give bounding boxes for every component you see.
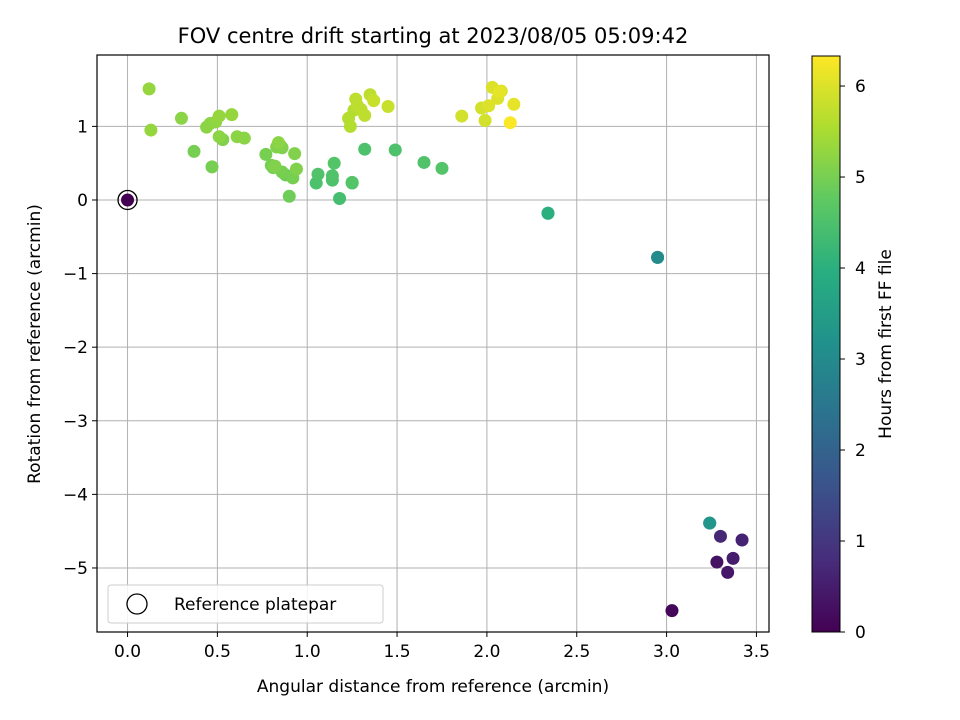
scatter-point bbox=[282, 189, 296, 203]
scatter-point bbox=[721, 565, 735, 579]
plot-frame bbox=[96, 54, 770, 633]
scatter-point bbox=[349, 92, 363, 106]
scatter-point bbox=[212, 109, 226, 123]
scatter-point bbox=[541, 206, 555, 220]
colorbar-label: Hours from first FF file bbox=[876, 249, 896, 439]
y-tick-label: 0 bbox=[77, 191, 88, 211]
scatter-point bbox=[713, 529, 727, 543]
scatter-point bbox=[478, 114, 492, 128]
scatter-point bbox=[417, 155, 431, 169]
x-tick-label: 2.0 bbox=[473, 642, 500, 662]
scatter-point bbox=[367, 94, 381, 108]
scatter-point bbox=[333, 192, 347, 206]
colorbar-tick-label: 4 bbox=[855, 259, 866, 279]
scatter-point bbox=[142, 82, 156, 96]
scatter-point bbox=[225, 108, 239, 122]
scatter-point bbox=[503, 116, 517, 130]
x-tick-label: 2.5 bbox=[563, 642, 590, 662]
y-axis-label: Rotation from reference (arcmin) bbox=[25, 204, 45, 484]
scatter-point bbox=[381, 100, 395, 114]
colorbar-tick-label: 1 bbox=[855, 532, 866, 552]
x-tick-label: 3.5 bbox=[743, 642, 770, 662]
y-tick-label: −4 bbox=[63, 485, 88, 505]
y-tick-label: −1 bbox=[63, 265, 88, 285]
scatter-point bbox=[325, 169, 339, 183]
y-tick-label: −2 bbox=[63, 338, 88, 358]
scatter-point bbox=[482, 99, 496, 113]
colorbar-ticks: 0 1 2 3 4 5 6 bbox=[840, 77, 866, 643]
x-tick-label: 1.0 bbox=[294, 642, 321, 662]
scatter-point bbox=[388, 143, 402, 157]
scatter-point bbox=[288, 147, 302, 161]
x-tick-label: 1.5 bbox=[384, 642, 411, 662]
scatter-point bbox=[507, 97, 521, 111]
scatter-point bbox=[268, 159, 282, 173]
data-points bbox=[121, 80, 749, 618]
scatter-point bbox=[358, 108, 372, 122]
legend: Reference platepar bbox=[107, 584, 384, 624]
grid-lines bbox=[97, 55, 769, 632]
legend-label: Reference platepar bbox=[174, 595, 336, 615]
legend-box bbox=[107, 584, 384, 624]
x-axis-label: Angular distance from reference (arcmin) bbox=[257, 677, 609, 697]
x-tick-label: 0.0 bbox=[114, 642, 141, 662]
scatter-point bbox=[311, 167, 325, 181]
scatter-point bbox=[710, 555, 724, 569]
scatter-point bbox=[144, 123, 158, 137]
scatter-point bbox=[665, 604, 679, 618]
y-tick-label: −3 bbox=[63, 412, 88, 432]
scatter-point bbox=[237, 131, 251, 145]
x-tick-label: 0.5 bbox=[204, 642, 231, 662]
scatter-point bbox=[735, 533, 749, 547]
y-tick-label: 1 bbox=[77, 117, 88, 137]
scatter-point bbox=[205, 160, 219, 174]
chart-title: FOV centre drift starting at 2023/08/05 … bbox=[178, 24, 689, 48]
scatter-point bbox=[271, 136, 285, 150]
scatter-point bbox=[703, 516, 717, 530]
colorbar-tick-label: 5 bbox=[855, 168, 866, 188]
scatter-point bbox=[435, 161, 449, 175]
colorbar-tick-label: 6 bbox=[855, 77, 866, 97]
scatter-point bbox=[358, 142, 372, 156]
scatter-point bbox=[345, 175, 359, 189]
scatter-point bbox=[174, 111, 188, 125]
reference-platepar-marker bbox=[117, 189, 138, 211]
x-axis-ticks: 0.0 0.5 1.0 1.5 2.0 2.5 3.0 3.5 bbox=[114, 632, 770, 662]
reference-marker bbox=[117, 189, 138, 211]
y-tick-label: −5 bbox=[63, 559, 88, 579]
legend-marker bbox=[126, 593, 148, 615]
scatter-point bbox=[651, 250, 665, 264]
scatter-point bbox=[726, 551, 740, 565]
colorbar-tick-label: 2 bbox=[855, 441, 866, 461]
scatter-point bbox=[289, 162, 303, 176]
x-tick-label: 3.0 bbox=[653, 642, 680, 662]
y-axis-ticks: −5 −4 −3 −2 −1 0 1 bbox=[63, 117, 97, 579]
scatter-point bbox=[455, 109, 469, 123]
scatter-point bbox=[187, 144, 201, 158]
colorbar-tick-label: 3 bbox=[855, 350, 866, 370]
scatter-point bbox=[259, 147, 273, 161]
scatter-point bbox=[121, 193, 135, 207]
scatter-point bbox=[212, 130, 226, 144]
colorbar-tick-label: 0 bbox=[855, 623, 866, 643]
scatter-point bbox=[327, 156, 341, 170]
colorbar bbox=[811, 55, 841, 633]
scatter-point bbox=[492, 85, 506, 99]
